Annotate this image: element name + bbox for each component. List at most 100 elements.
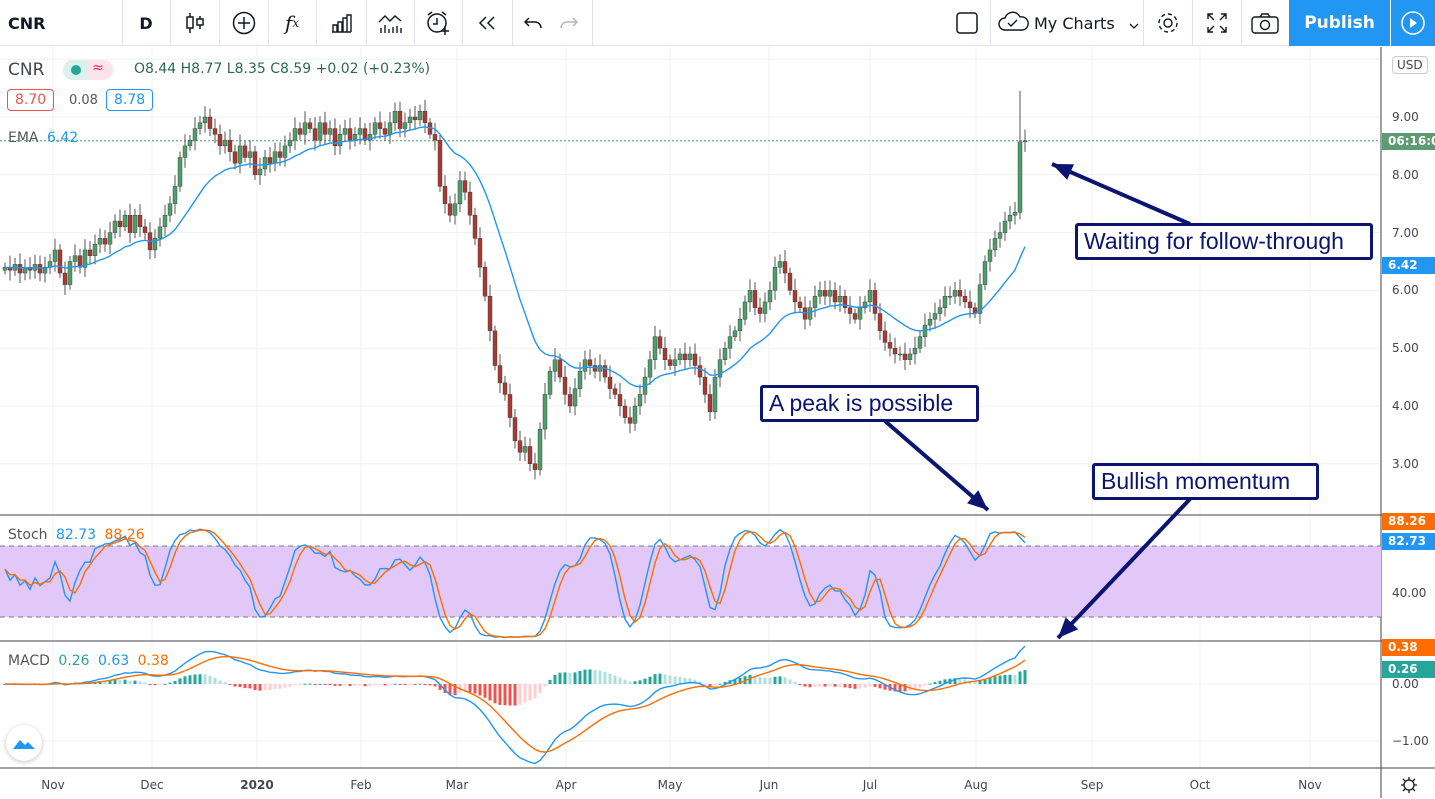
macd-histogram-bar <box>618 677 622 684</box>
macd-histogram-bar <box>338 684 342 686</box>
undo-icon[interactable] <box>515 0 551 46</box>
candle-up <box>727 336 733 349</box>
candle-down <box>312 128 318 141</box>
candle-up <box>912 348 918 355</box>
currency-button[interactable]: USD <box>1392 56 1428 74</box>
candle-down <box>892 348 898 355</box>
candle-down <box>962 295 968 303</box>
macd-histogram-bar <box>743 676 747 684</box>
candle-up <box>737 319 743 332</box>
candle-up <box>547 371 553 395</box>
camera-icon[interactable] <box>1241 0 1289 46</box>
candle-up <box>172 186 178 204</box>
candle-down <box>622 405 628 418</box>
market-open-dot-icon <box>71 65 81 75</box>
bar-chart-icon[interactable] <box>316 0 366 46</box>
annotation-bullish-momentum[interactable]: Bullish momentum <box>1092 463 1319 500</box>
macd-histogram-bar <box>448 684 452 696</box>
macd-histogram-bar <box>653 674 657 684</box>
macd-histogram-bar <box>973 681 977 684</box>
candle-down <box>142 226 148 233</box>
macd-histogram-bar <box>473 684 477 694</box>
macd-histogram-bar <box>953 678 957 684</box>
annotation-waiting-follow-through[interactable]: Waiting for follow-through <box>1075 223 1373 260</box>
my-charts-label: My Charts <box>1034 13 1115 33</box>
macd-histogram-bar <box>958 678 962 684</box>
time-axis-label: 2020 <box>240 778 274 792</box>
candle-up <box>272 151 278 164</box>
gear-icon[interactable] <box>1143 0 1192 46</box>
macd-tick: −1.00 <box>1392 734 1429 748</box>
candle-up <box>722 348 728 360</box>
macd-histogram-bar <box>498 684 502 705</box>
macd-histogram-bar <box>263 684 267 691</box>
time-axis-label: Aug <box>964 778 988 792</box>
macd-histogram-bar <box>483 684 487 698</box>
candle-down <box>532 463 538 470</box>
stoch-legend: Stoch 82.73 88.26 <box>8 527 145 543</box>
macd-histogram-bar <box>568 673 572 684</box>
macd-histogram-bar <box>213 677 217 684</box>
redo-icon[interactable] <box>551 0 587 46</box>
macd-signal-line <box>4 655 1026 753</box>
macd-histogram-bar <box>118 680 122 684</box>
macd-histogram-bar <box>428 684 432 686</box>
macd-histogram-bar <box>313 684 317 685</box>
macd-histogram-bar <box>323 684 327 685</box>
replay-icon[interactable] <box>462 0 512 46</box>
ema-value: 6.42 <box>46 130 79 146</box>
candle-up <box>52 249 58 262</box>
bid-button[interactable]: 8.70 <box>7 89 55 111</box>
candle-down <box>307 122 313 129</box>
macd-histogram-bar <box>803 684 807 687</box>
candle-down <box>832 290 838 303</box>
macd-histogram-bar <box>598 670 602 684</box>
my-charts-button[interactable]: My Charts <box>997 0 1143 46</box>
publish-button[interactable]: Publish <box>1289 0 1390 46</box>
candle-up <box>392 111 398 123</box>
ask-button[interactable]: 8.78 <box>106 89 154 111</box>
time-axis-label: Feb <box>350 778 372 792</box>
candlestick-icon[interactable] <box>170 0 219 46</box>
macd-histogram-bar <box>1003 674 1007 684</box>
candle-down <box>507 394 513 418</box>
time-axis-label: May <box>657 778 683 792</box>
macd-histogram-bar <box>753 675 757 684</box>
macd-histogram-bar <box>628 681 632 684</box>
macd-histogram-bar <box>663 674 667 684</box>
macd-histogram-bar <box>583 669 587 684</box>
candle-down <box>607 376 613 389</box>
macd-histogram-bar <box>733 678 737 684</box>
axis-settings-gear-icon[interactable] <box>1399 775 1419 799</box>
candle-down <box>842 295 848 308</box>
candle-down <box>242 145 248 158</box>
macd-histogram-bar <box>763 677 767 684</box>
market-status-badge[interactable]: ≈ <box>63 60 113 80</box>
macd-histogram-bar <box>208 676 212 684</box>
macd-histogram-bar <box>543 684 547 687</box>
candle-up <box>712 376 718 412</box>
tradingview-logo-icon[interactable] <box>6 725 42 761</box>
macd-histogram-bar <box>573 672 577 684</box>
interval-button[interactable]: D <box>139 13 153 33</box>
candle-up <box>67 261 73 285</box>
symbol-search-button[interactable]: CNR <box>8 13 46 33</box>
annotation-peak-possible[interactable]: A peak is possible <box>760 385 979 422</box>
candle-up <box>342 128 348 135</box>
candle-up <box>317 122 323 141</box>
layout-square-icon[interactable] <box>944 0 990 46</box>
macd-histogram-bar <box>288 684 292 687</box>
candle-down <box>127 215 133 233</box>
fullscreen-icon[interactable] <box>1192 0 1241 46</box>
macd-histogram-bar <box>668 675 672 684</box>
macd-histogram-bar <box>1023 669 1027 684</box>
add-compare-icon[interactable] <box>219 0 268 46</box>
alert-icon[interactable] <box>414 0 462 46</box>
macd-histogram-bar <box>423 684 427 685</box>
macd-histogram-bar <box>193 674 197 684</box>
play-icon[interactable] <box>1391 0 1435 46</box>
templates-icon[interactable] <box>366 0 414 46</box>
candle-up <box>762 301 768 314</box>
